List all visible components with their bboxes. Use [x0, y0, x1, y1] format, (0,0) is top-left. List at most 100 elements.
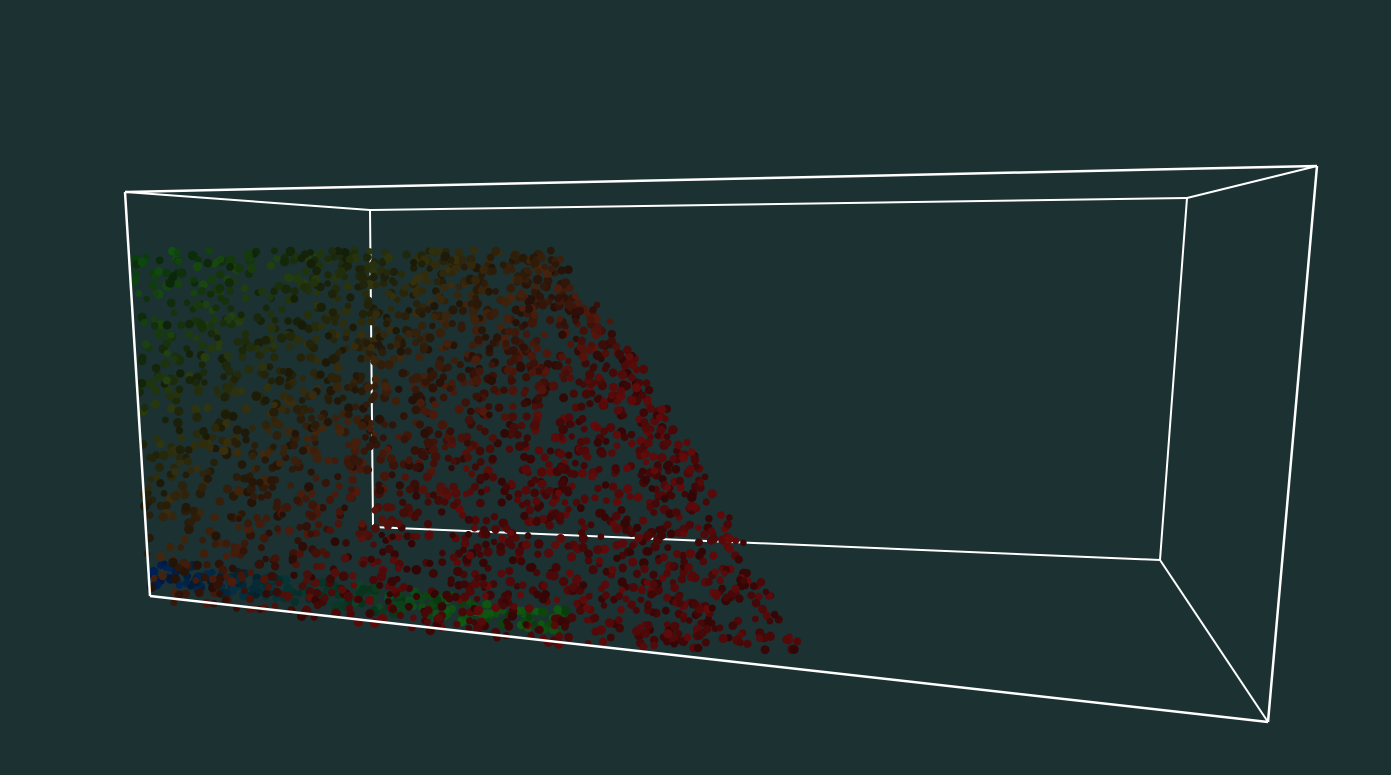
- particle: [534, 503, 542, 512]
- particle: [241, 294, 250, 303]
- particle: [241, 587, 248, 595]
- container-box-front: [123, 164, 1319, 724]
- particle: [291, 429, 300, 438]
- particle: [617, 506, 626, 514]
- particle: [321, 594, 329, 602]
- particle: [390, 550, 399, 559]
- particle: [533, 590, 542, 599]
- particle: [525, 563, 535, 572]
- particle: [210, 423, 220, 432]
- particle: [209, 433, 217, 441]
- particle: [550, 433, 560, 443]
- particle: [280, 444, 288, 452]
- particle: [558, 424, 568, 435]
- particle: [508, 541, 516, 550]
- particle: [451, 592, 460, 602]
- particle: [423, 520, 433, 529]
- particle: [224, 278, 234, 288]
- particle: [172, 396, 181, 405]
- particle: [732, 537, 740, 545]
- particle: [593, 301, 601, 309]
- particle: [479, 265, 488, 274]
- particle: [546, 316, 555, 325]
- particle: [701, 473, 709, 481]
- particle: [631, 383, 642, 393]
- particle: [566, 374, 575, 382]
- particle: [663, 438, 672, 447]
- particle: [628, 439, 636, 448]
- particle: [577, 336, 587, 345]
- particle: [644, 438, 653, 448]
- particle: [434, 292, 442, 300]
- particle: [301, 267, 310, 276]
- particle: [328, 289, 337, 299]
- particle: [312, 266, 321, 276]
- particle: [558, 330, 567, 339]
- particle: [298, 397, 306, 404]
- particle: [151, 316, 158, 323]
- particle: [321, 478, 330, 488]
- particle: [192, 560, 202, 570]
- particle: [491, 603, 501, 613]
- particle: [400, 435, 409, 444]
- particle: [537, 479, 547, 489]
- particle: [174, 406, 184, 416]
- particle: [564, 542, 572, 550]
- particle: [577, 529, 586, 537]
- particle: [348, 486, 355, 494]
- particle: [593, 438, 602, 447]
- particle: [410, 258, 418, 267]
- particle: [230, 437, 239, 446]
- particle: [519, 305, 526, 312]
- particle: [625, 352, 634, 361]
- particle: [260, 370, 269, 379]
- particle: [184, 524, 194, 535]
- particle: [268, 483, 277, 491]
- particle: [644, 621, 653, 630]
- particle: [183, 345, 191, 352]
- particle: [367, 343, 375, 352]
- particle: [182, 560, 190, 568]
- particle: [283, 591, 293, 602]
- particle: [538, 594, 548, 604]
- particle: [272, 587, 282, 597]
- particle: [387, 305, 395, 313]
- particle: [448, 464, 455, 472]
- particle: [137, 257, 148, 268]
- particle: [664, 461, 672, 469]
- particle: [317, 562, 325, 570]
- particle: [196, 320, 206, 330]
- particle: [567, 470, 575, 478]
- particle: [476, 458, 485, 466]
- particle: [546, 447, 555, 455]
- particle: [470, 515, 480, 525]
- particle: [677, 574, 687, 584]
- particle: [789, 645, 799, 654]
- particle: [527, 318, 537, 328]
- particle: [232, 473, 241, 481]
- particle: [247, 569, 254, 577]
- particle: [460, 263, 468, 271]
- particle: [484, 564, 492, 572]
- particle: [412, 300, 421, 308]
- particle: [445, 595, 454, 603]
- particle: [239, 546, 248, 555]
- particle: [476, 498, 485, 508]
- particle: [493, 439, 502, 448]
- particle: [265, 583, 273, 591]
- particle: [202, 300, 211, 309]
- particle: [367, 317, 375, 326]
- particle: [409, 264, 418, 272]
- particle: [588, 472, 597, 481]
- particle: [296, 353, 306, 362]
- particle: [334, 473, 342, 481]
- particle: [500, 428, 510, 438]
- particle: [444, 266, 452, 274]
- particle: [389, 556, 398, 565]
- particle: [280, 257, 290, 267]
- particle: [505, 493, 513, 501]
- particle: [399, 412, 408, 420]
- particle: [466, 445, 474, 452]
- particle: [455, 283, 463, 291]
